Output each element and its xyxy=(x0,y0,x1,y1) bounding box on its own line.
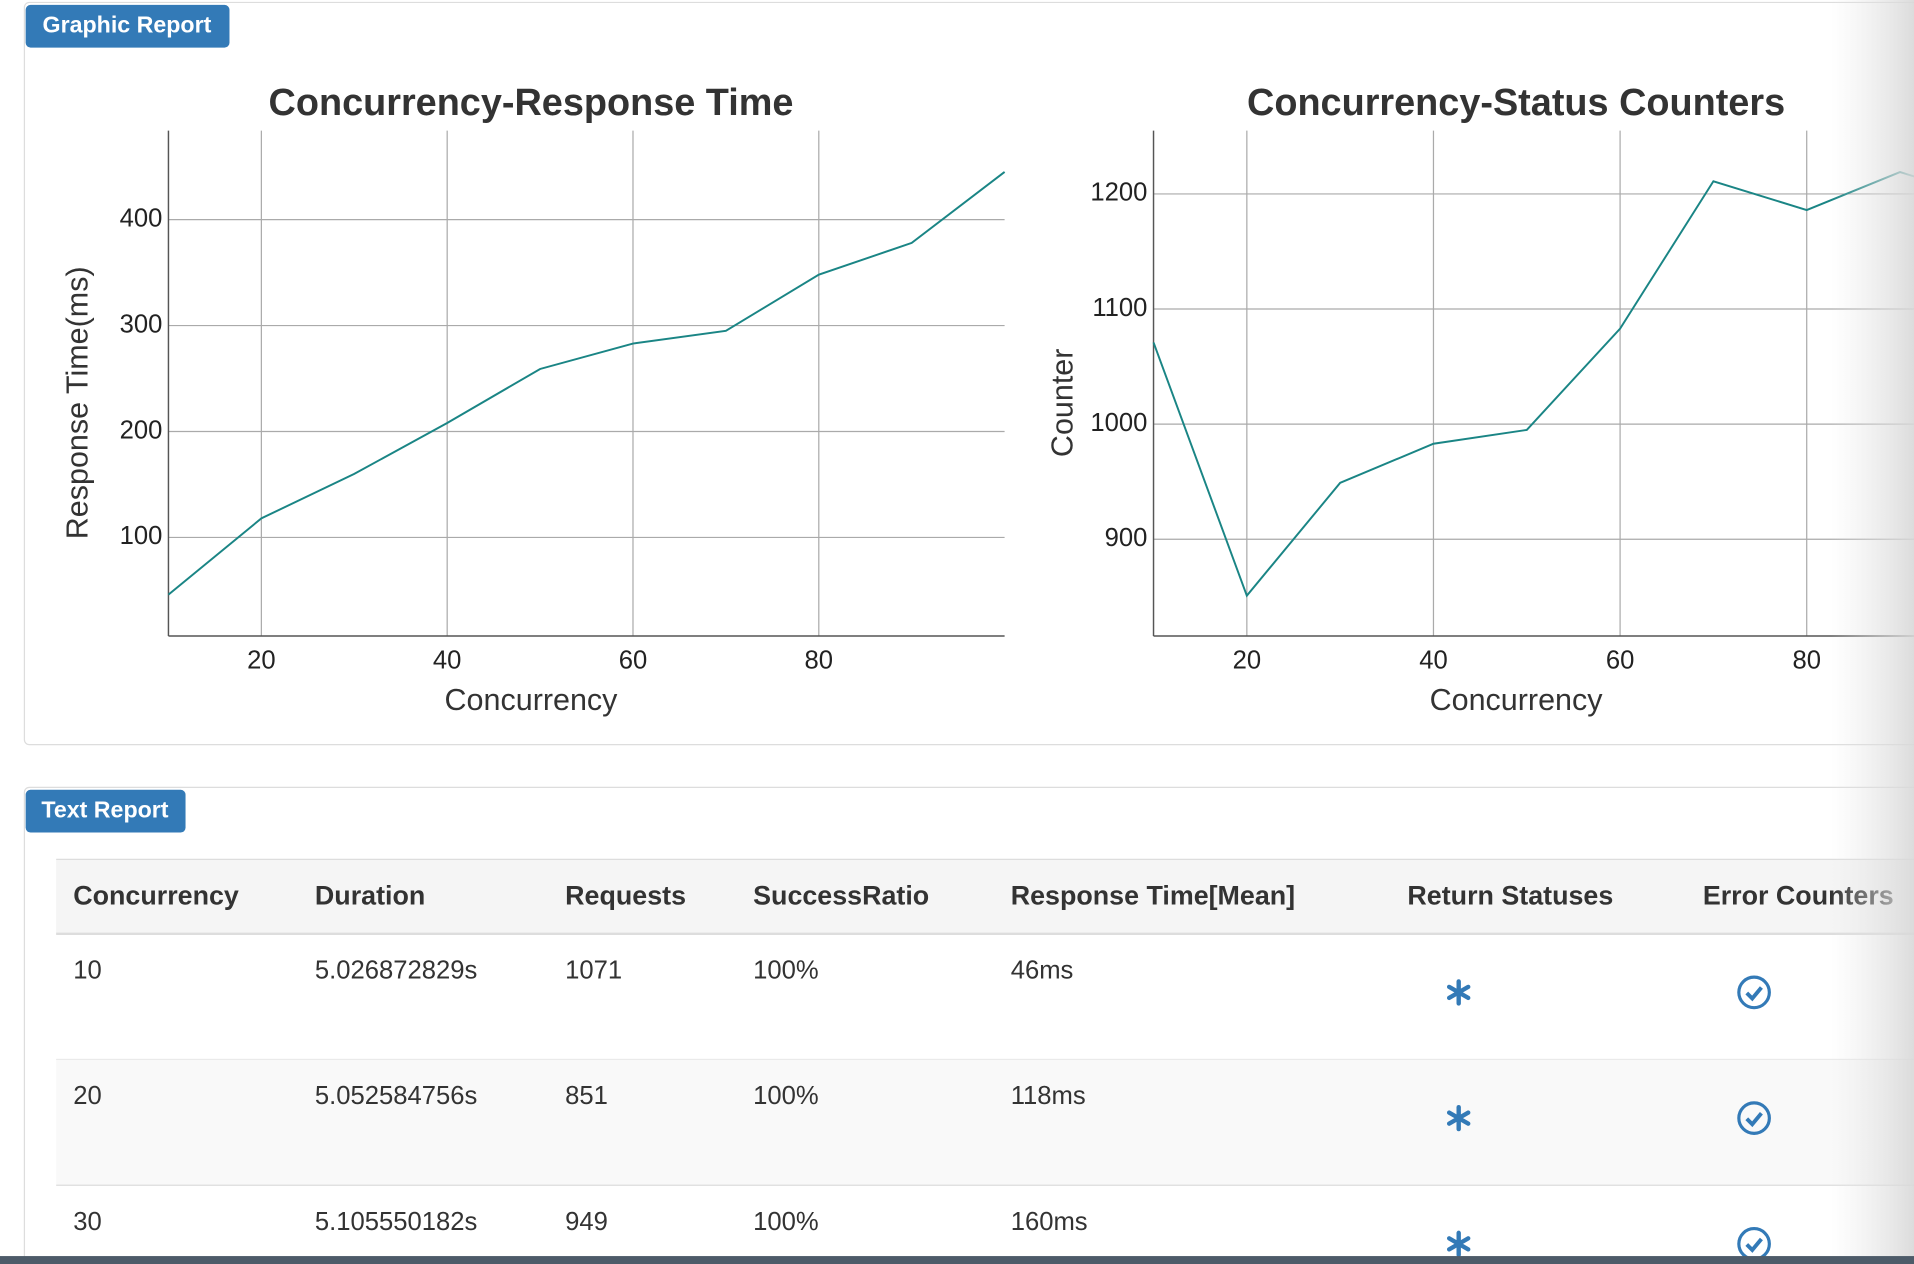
y-tick-label: 300 xyxy=(120,310,163,338)
y-tick-label: 1000 xyxy=(1090,409,1147,437)
panel-label-box xyxy=(25,4,230,48)
icon-check xyxy=(1745,986,1763,1002)
status-icon xyxy=(1446,979,1471,1006)
x-tick-label: 80 xyxy=(1792,646,1821,674)
column-header: Response Time[Mean] xyxy=(1011,880,1295,910)
status-icon xyxy=(1446,1104,1471,1132)
row-stripe xyxy=(56,1059,1914,1186)
cell: 118ms xyxy=(1011,1082,1086,1110)
cell: 20 xyxy=(73,1082,102,1110)
x-tick-label: 60 xyxy=(1606,646,1635,674)
data-line xyxy=(167,171,1006,596)
y-axis-label: Counter xyxy=(1045,349,1079,458)
column-header: Requests xyxy=(565,880,686,910)
cell: 1071 xyxy=(565,956,622,984)
cell: 100% xyxy=(753,1082,819,1110)
chart-title: Concurrency-Status Counters xyxy=(1247,82,1785,124)
graphic-panel xyxy=(23,1,1914,746)
cell: 851 xyxy=(565,1082,608,1110)
cell: 160ms xyxy=(1011,1208,1088,1236)
icon-circle xyxy=(1737,975,1771,1010)
panel-label-box xyxy=(25,789,186,833)
error-icon xyxy=(1737,1101,1771,1135)
status-icon xyxy=(1446,1230,1471,1258)
cell: 10 xyxy=(73,956,102,984)
chart: Concurrency-Response Time 20 40 60 80 100 200 3… xyxy=(60,82,1006,717)
column-header: SuccessRatio xyxy=(753,880,929,910)
chart-title: Concurrency-Response Time xyxy=(269,82,794,124)
x-tick-label: 40 xyxy=(1419,646,1448,674)
cell: 5.026872829s xyxy=(315,956,477,984)
x-axis-label: Concurrency xyxy=(445,683,619,717)
cell: 5.105550182s xyxy=(315,1208,477,1236)
error-icon xyxy=(1737,975,1771,1010)
x-tick-label: 20 xyxy=(247,646,276,674)
y-tick-label: 1200 xyxy=(1090,179,1147,207)
y-tick-label: 200 xyxy=(120,416,163,444)
column-header: Duration xyxy=(315,880,425,910)
x-tick-label: 60 xyxy=(619,646,648,674)
y-tick-label: 900 xyxy=(1105,524,1148,552)
panel-label: Graphic Report xyxy=(43,11,212,37)
cell: 46ms xyxy=(1011,956,1074,984)
panel-label: Text Report xyxy=(41,796,168,822)
cell: 100% xyxy=(753,956,819,984)
x-tick-label: 80 xyxy=(805,646,834,674)
header-row xyxy=(56,859,1914,934)
bottom-bar xyxy=(0,1256,1914,1264)
icon-circle xyxy=(1737,1101,1771,1135)
cell: 949 xyxy=(565,1208,608,1236)
x-tick-label: 40 xyxy=(433,646,462,674)
cell: 100% xyxy=(753,1208,819,1236)
column-header: Concurrency xyxy=(73,880,239,910)
column-header: Return Statuses xyxy=(1407,880,1613,910)
y-tick-label: 1100 xyxy=(1092,294,1147,322)
y-axis-label: Response Time(ms) xyxy=(60,266,94,539)
icon-stroke xyxy=(1446,1236,1471,1252)
table: Concurrency Duration Requests SuccessRatio R… xyxy=(56,858,1914,1261)
cell: 5.052584756s xyxy=(315,1082,477,1110)
x-tick-label: 20 xyxy=(1233,646,1262,674)
side-shade xyxy=(1830,0,1914,1264)
cell: 30 xyxy=(73,1208,102,1236)
icon-check xyxy=(1745,1111,1763,1128)
icon-stroke xyxy=(1446,984,1471,1001)
y-tick-label: 400 xyxy=(120,204,163,232)
chart: Concurrency-Status Counters 20 40 60 80 900 10… xyxy=(1045,82,1914,717)
icon-stroke xyxy=(1446,1110,1471,1126)
charts: Concurrency-Response Time 20 40 60 80 100 200 3… xyxy=(60,82,1914,717)
y-tick-label: 100 xyxy=(120,522,163,550)
icon-check xyxy=(1745,1237,1763,1253)
x-axis-label: Concurrency xyxy=(1430,683,1604,717)
